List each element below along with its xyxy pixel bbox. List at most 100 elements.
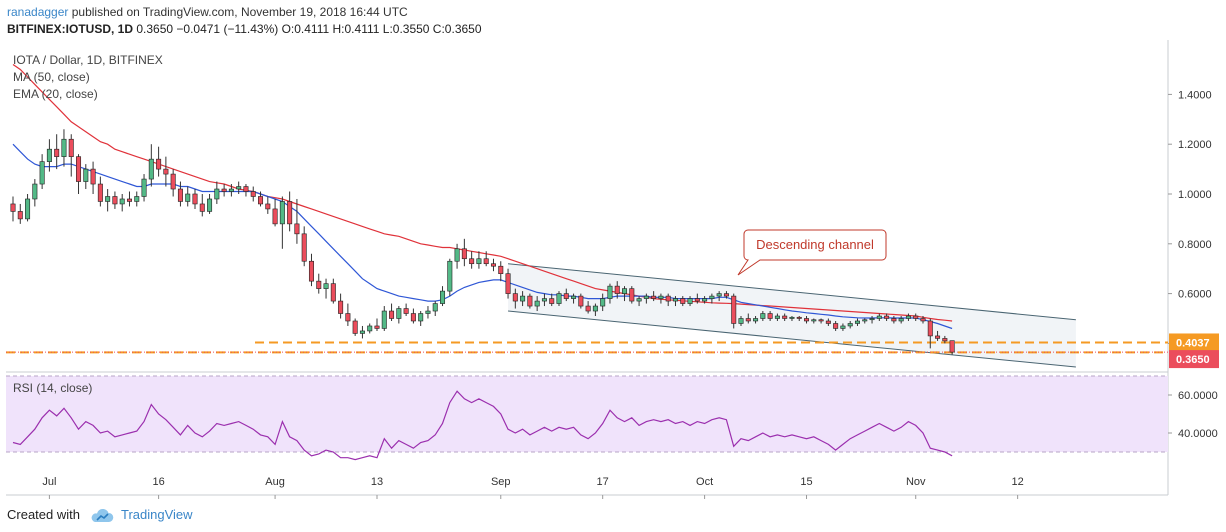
candle-body: [891, 318, 897, 322]
last-price-tag-bg: [1169, 350, 1219, 369]
candle-body: [541, 298, 547, 302]
candle-body: [177, 188, 183, 202]
tradingview-link[interactable]: TradingView: [121, 507, 193, 522]
ma-legend: MA (50, close): [13, 70, 90, 84]
candle-body: [898, 318, 904, 322]
candle-body: [418, 313, 424, 322]
channel-lower-line: [507, 310, 1076, 368]
candle-body: [927, 320, 933, 337]
candle-body: [221, 188, 227, 192]
candle-body: [83, 168, 89, 182]
support-price-tag-label: 0.4037: [1176, 337, 1210, 349]
candle-body: [825, 320, 831, 324]
candle-body: [97, 183, 103, 202]
candle-body: [833, 323, 839, 329]
candle-body: [716, 293, 722, 297]
candle-body: [498, 265, 504, 274]
candle-body: [687, 298, 693, 304]
candle-body: [884, 315, 890, 319]
candle-body: [236, 186, 242, 190]
candle-body: [112, 196, 118, 205]
descending-channel-callout: Descending channel: [737, 229, 887, 276]
candle-body: [789, 316, 795, 319]
candle-body: [520, 295, 526, 302]
time-tick-label: Oct: [696, 476, 713, 488]
time-tick-label: 13: [371, 476, 383, 488]
time-tick-label: Jul: [42, 476, 56, 488]
candle-body: [658, 295, 664, 299]
candle-body: [359, 330, 365, 334]
candle-body: [461, 248, 467, 260]
candle-body: [105, 196, 111, 202]
candle-body: [316, 280, 322, 289]
candle-body: [745, 318, 751, 322]
candle-body: [192, 193, 198, 205]
candle-body: [440, 290, 446, 304]
price-tick-label: 1.2000: [1178, 139, 1212, 151]
candle-body: [250, 191, 256, 197]
candle-body: [432, 303, 438, 312]
candle-body: [651, 295, 657, 299]
candle-body: [563, 293, 569, 299]
candle-body: [840, 325, 846, 329]
candle-body: [279, 201, 285, 225]
candle-body: [920, 318, 926, 322]
candle-body: [330, 283, 336, 302]
candle-body: [156, 158, 162, 170]
candle-body: [199, 203, 205, 212]
candle-body: [818, 319, 824, 322]
candle-body: [469, 258, 475, 265]
candle-body: [760, 313, 766, 319]
candle-body: [228, 188, 234, 192]
candle-body: [680, 298, 686, 304]
candle-body: [32, 183, 38, 200]
rsi-tick-label: 40.0000: [1178, 428, 1218, 440]
candle-body: [709, 295, 715, 299]
ohlc-values: 0.3650 −0.0471 (−11.43%) O:0.4111 H:0.41…: [136, 22, 482, 36]
candle-body: [600, 298, 606, 307]
candle-body: [294, 223, 300, 235]
ema20-line: [12, 143, 953, 330]
ma50-line: [12, 64, 953, 322]
candle-body: [942, 338, 948, 342]
candle-body: [301, 233, 307, 262]
candle-body: [119, 198, 125, 205]
candle-body: [425, 310, 431, 314]
candle-body: [796, 316, 802, 319]
candle-body: [534, 300, 540, 307]
candle-body: [10, 203, 16, 212]
author-link[interactable]: ranadagger: [7, 5, 69, 19]
candle-body: [76, 156, 82, 182]
candle-body: [287, 201, 293, 225]
candle-body: [141, 178, 147, 197]
price-tick-label: 0.6000: [1178, 289, 1212, 301]
footer: Created with TradingView: [7, 507, 193, 523]
candle-body: [571, 295, 577, 299]
candle-body: [454, 248, 460, 262]
candle-body: [614, 285, 620, 294]
rsi-tick-label: 60.0000: [1178, 390, 1218, 402]
candle-body: [352, 320, 358, 334]
candle-body: [367, 325, 373, 332]
candle-body: [46, 148, 52, 162]
candle-body: [854, 320, 860, 324]
time-tick-label: 16: [152, 476, 164, 488]
candle-body: [214, 188, 220, 200]
candle-body: [381, 310, 387, 329]
ema-legend: EMA (20, close): [13, 87, 98, 101]
channel-upper-line: [507, 263, 1076, 321]
candle-body: [672, 298, 678, 302]
candle-body: [345, 313, 351, 322]
last-price-tag-label: 0.3650: [1176, 354, 1210, 366]
cloud-logo-icon: [91, 508, 113, 522]
published-text: published on TradingView.com, November 1…: [71, 5, 408, 19]
candle-body: [396, 308, 402, 319]
symbol-label: BITFINEX:IOTUSD, 1D: [7, 22, 134, 36]
candle-body: [389, 310, 395, 319]
chart-title: IOTA / Dollar, 1D, BITFINEX: [13, 53, 163, 67]
candle-body: [643, 295, 649, 299]
candle-body: [126, 198, 132, 202]
candle-body: [905, 315, 911, 319]
candle-body: [665, 295, 671, 302]
